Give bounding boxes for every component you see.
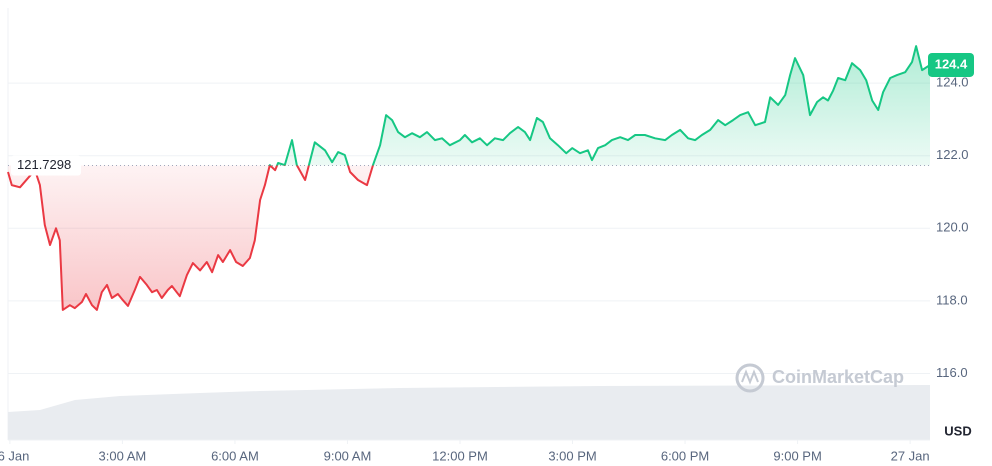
y-tick-label: 116.0 (936, 365, 968, 380)
area-up (8, 46, 930, 166)
volume-bars (8, 385, 930, 440)
price-badge-label: 124.4 (935, 56, 968, 71)
x-tick-label: 6:00 PM (661, 448, 709, 463)
x-tick-label: 26 Jan (0, 448, 29, 463)
y-tick-label: 122.0 (936, 147, 969, 162)
watermark: CoinMarketCap (735, 363, 904, 393)
x-tick-label: 12:00 PM (432, 448, 488, 463)
y-tick-label: 120.0 (936, 220, 969, 235)
area-down (8, 165, 373, 310)
currency-label: USD (944, 423, 971, 438)
y-tick-label: 118.0 (936, 292, 968, 307)
x-tick-label: 6:00 AM (211, 448, 259, 463)
x-tick-label: 9:00 PM (773, 448, 821, 463)
y-tick-label: 124.0 (936, 75, 969, 90)
baseline-label: 121.7298 (17, 157, 71, 172)
x-tick-label: 3:00 PM (548, 448, 596, 463)
price-line (268, 45, 931, 166)
x-tick-label: 3:00 AM (99, 448, 147, 463)
x-tick-label: 9:00 AM (324, 448, 372, 463)
price-line-below (7, 165, 374, 311)
x-tick-label: 27 Jan (891, 448, 930, 463)
baseline-label-bg (11, 155, 81, 176)
watermark-text: CoinMarketCap (772, 367, 904, 387)
price-badge (928, 52, 974, 77)
